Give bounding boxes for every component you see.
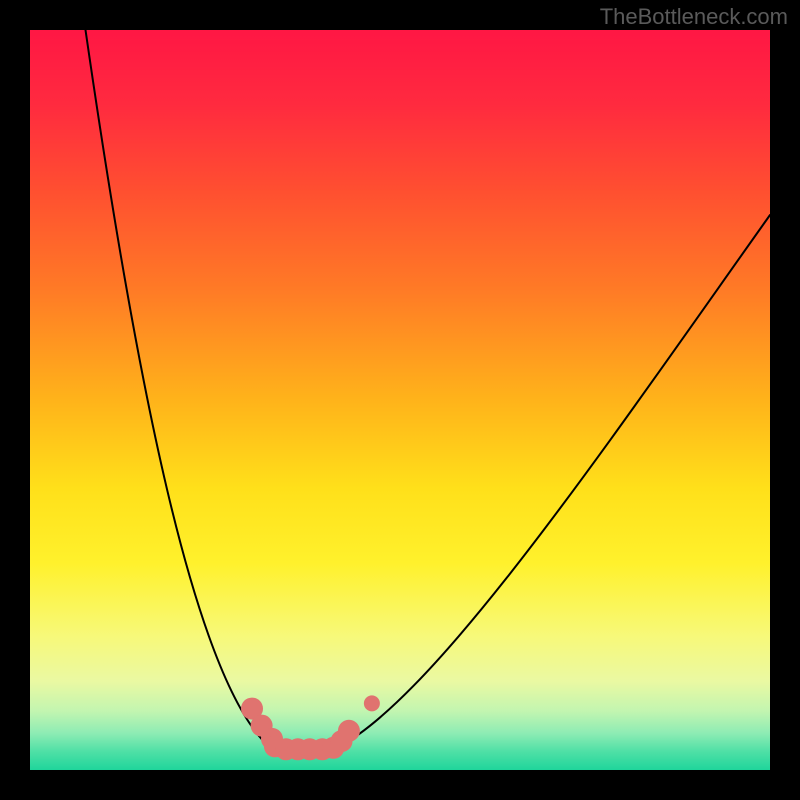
plot-background-gradient [30,30,770,770]
watermark-text: TheBottleneck.com [600,4,788,30]
trough-dot [364,695,380,711]
stage: TheBottleneck.com [0,0,800,800]
bottleneck-chart [0,0,800,800]
trough-dot [338,720,360,742]
